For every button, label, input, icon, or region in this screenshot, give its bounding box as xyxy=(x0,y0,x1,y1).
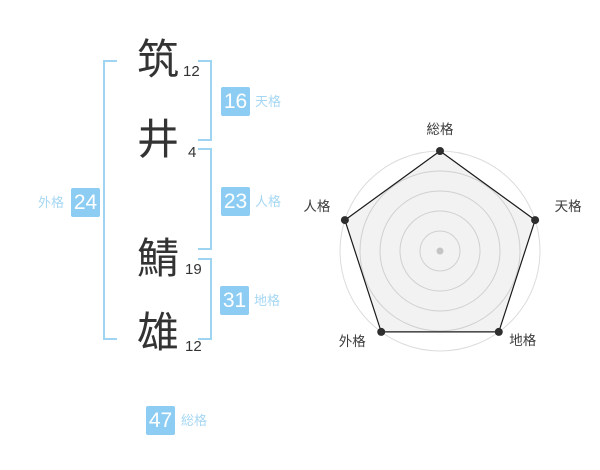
soukaku-label: 総格 xyxy=(181,413,208,428)
radar-axis-label: 地格 xyxy=(509,333,537,348)
radar-data-polygon xyxy=(344,150,536,333)
jinkaku-bracket xyxy=(198,148,212,250)
radar-ring xyxy=(379,190,501,312)
stroke-count-given-1: 19 xyxy=(185,261,202,278)
radar-vertex-dot xyxy=(377,327,386,336)
radar-vertex-dot xyxy=(531,216,540,225)
radar-ring xyxy=(359,170,521,332)
gaikaku-bracket xyxy=(103,60,117,340)
radar-ring xyxy=(399,210,481,292)
radar-vertex-dot xyxy=(436,147,444,155)
kanji-surname-2: 井 xyxy=(136,116,179,163)
soukaku-value-badge: 47 xyxy=(146,406,175,435)
jinkaku-value-badge: 23 xyxy=(221,187,250,216)
radar-vertex-dot xyxy=(494,327,503,336)
gaikaku-value-badge: 24 xyxy=(71,188,100,217)
stroke-count-surname-1: 12 xyxy=(183,63,200,80)
radar-axis-label: 総格 xyxy=(427,122,454,137)
radar-center-dot xyxy=(436,247,444,255)
kanji-surname-1: 筑 xyxy=(136,36,179,83)
radar-ring xyxy=(419,230,461,272)
jinkaku-label: 人格 xyxy=(255,194,282,209)
radar-axis-label: 天格 xyxy=(555,199,582,214)
chikaku-label: 地格 xyxy=(254,293,281,308)
gaikaku-label: 外格 xyxy=(37,195,64,210)
tenkaku-label: 天格 xyxy=(255,94,282,109)
chikaku-value-badge: 31 xyxy=(220,286,249,315)
kanji-given-2: 雄 xyxy=(136,309,179,356)
tenkaku-bracket xyxy=(198,60,212,141)
stroke-count-given-2: 12 xyxy=(185,338,202,355)
radar-axis-label: 外格 xyxy=(339,334,366,349)
kanji-given-1: 鯖 xyxy=(136,235,179,282)
chikaku-bracket xyxy=(198,258,212,340)
radar-vertex-dot xyxy=(340,216,349,225)
radar-axis-label: 人格 xyxy=(303,199,330,214)
stroke-count-surname-2: 4 xyxy=(188,144,197,161)
tenkaku-value-badge: 16 xyxy=(221,87,250,116)
